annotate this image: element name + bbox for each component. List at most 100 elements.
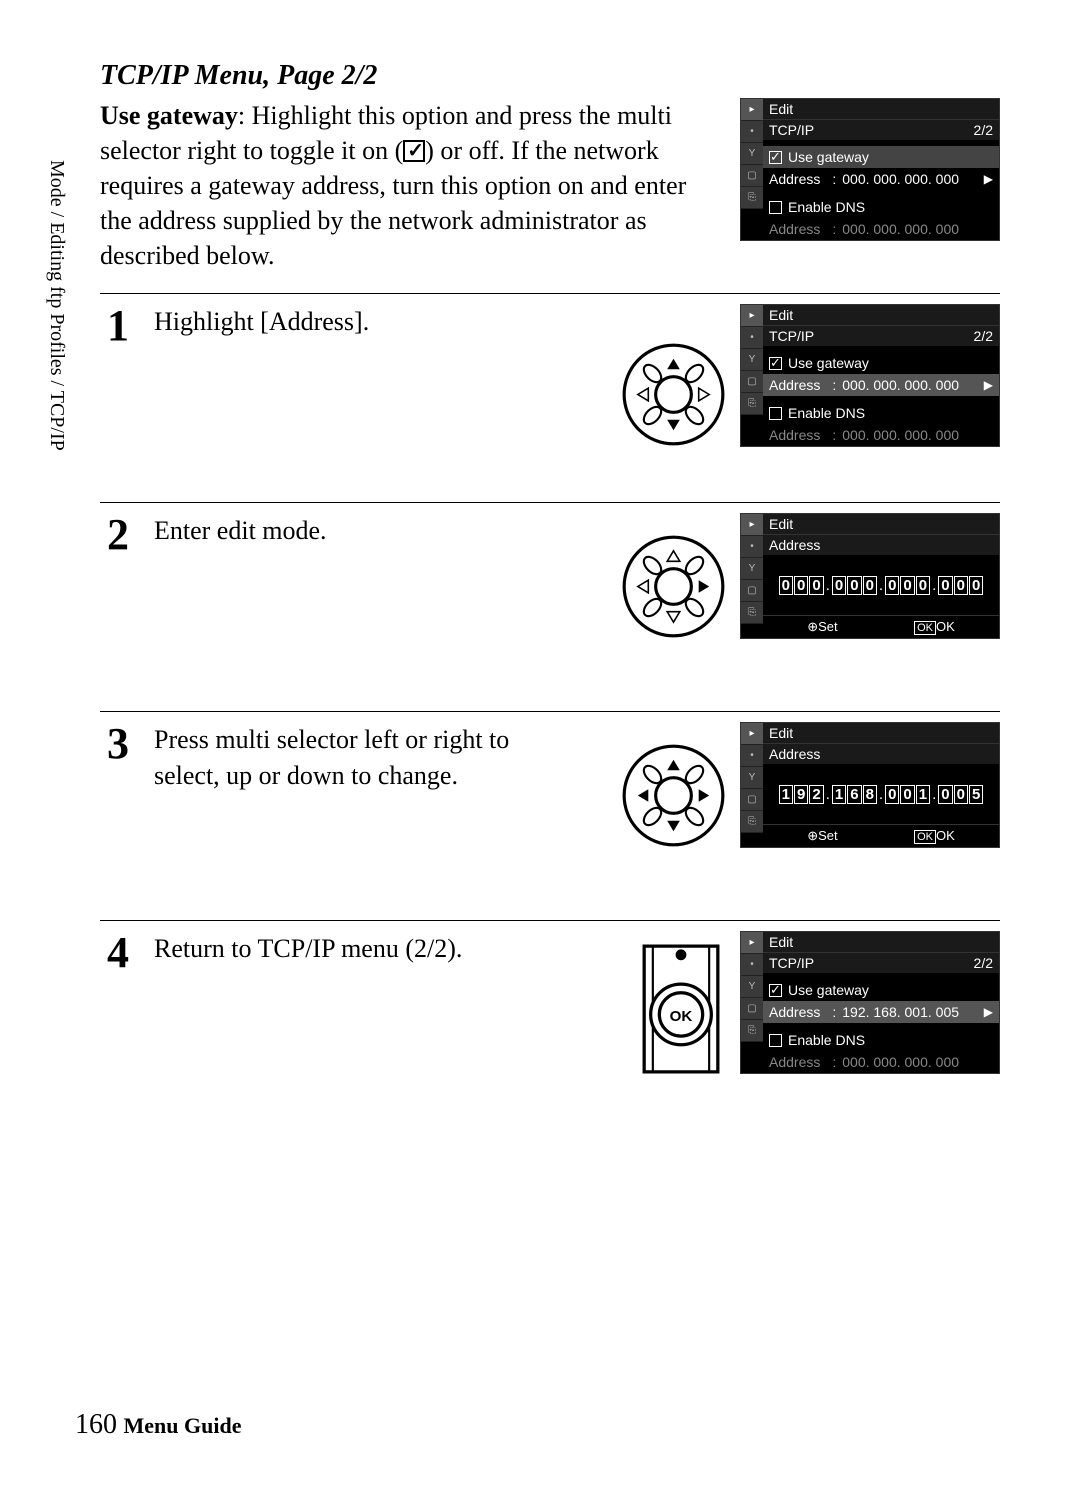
lcd-tab-icon: ▸ bbox=[741, 932, 763, 954]
step-number: 4 bbox=[100, 931, 136, 975]
lcd-edit-label: Edit bbox=[769, 307, 793, 323]
lcd-tab-icon: • bbox=[741, 121, 763, 143]
divider bbox=[100, 711, 1000, 712]
lcd-use-gateway: Use gateway bbox=[788, 982, 869, 998]
chevron-right-icon: ▶ bbox=[984, 378, 993, 392]
lcd-tab-icon: ⎘ bbox=[741, 811, 763, 833]
ip-digit: 0 bbox=[900, 785, 914, 804]
ip-digit: 6 bbox=[847, 785, 861, 804]
side-breadcrumb: Mode / Editing ftp Profiles / TCP/IP bbox=[45, 160, 68, 451]
checkbox-checked-icon bbox=[769, 357, 782, 370]
page-footer: 160 Menu Guide bbox=[75, 1409, 241, 1441]
lcd-tcpip-label: TCP/IP bbox=[769, 328, 814, 344]
lcd-tab-icon: ▸ bbox=[741, 514, 763, 536]
ip-digit: 1 bbox=[779, 785, 793, 804]
lcd-tcpip-label: TCP/IP bbox=[769, 955, 814, 971]
ip-digit: 5 bbox=[969, 785, 983, 804]
lcd-tab-icon: • bbox=[741, 954, 763, 976]
lcd-address-editor: 000. 000. 000. 000 bbox=[763, 555, 999, 615]
lcd-edit-label: Edit bbox=[769, 725, 793, 741]
multi-selector-all-icon bbox=[621, 743, 726, 848]
lcd-set-label: ⊕Set bbox=[807, 828, 837, 844]
lcd-address-label-dim: Address bbox=[769, 221, 820, 237]
lcd-address-heading: Address bbox=[769, 746, 820, 762]
lcd-address-value: 192. 168. 001. 005 bbox=[842, 1004, 959, 1020]
checkbox-checked-icon bbox=[769, 151, 782, 164]
ip-digit: 0 bbox=[794, 576, 808, 595]
checkbox-icon bbox=[403, 140, 425, 162]
lcd-screen-step4: ▸ • Y ▢ ⎘ Edit TCP/IP2/2 Use gateway Add… bbox=[740, 931, 1000, 1074]
lcd-tab-icon: ▸ bbox=[741, 99, 763, 121]
lcd-tab-icon: ⎘ bbox=[741, 602, 763, 624]
lcd-tab-icon: Y bbox=[741, 767, 763, 789]
lcd-address-value-dim: 000. 000. 000. 000 bbox=[842, 427, 959, 443]
lcd-page-label: 2/2 bbox=[974, 328, 993, 344]
step-2: 2 Enter edit mode. ▸ bbox=[100, 513, 1000, 703]
page-number: 160 bbox=[75, 1409, 117, 1440]
lcd-address-label-dim: Address bbox=[769, 427, 820, 443]
lcd-tab-icon: • bbox=[741, 327, 763, 349]
lcd-page-label: 2/2 bbox=[974, 122, 993, 138]
lcd-use-gateway: Use gateway bbox=[788, 149, 869, 165]
lcd-tab-icon: ▢ bbox=[741, 165, 763, 187]
lcd-enable-dns: Enable DNS bbox=[788, 199, 865, 215]
step-text: Return to TCP/IP menu (2/2). bbox=[154, 931, 544, 966]
lcd-ok-label: OKOK bbox=[914, 619, 955, 635]
lcd-tab-icon: Y bbox=[741, 976, 763, 998]
ip-digit: 0 bbox=[954, 785, 968, 804]
lcd-enable-dns: Enable DNS bbox=[788, 1032, 865, 1048]
lcd-address-label: Address bbox=[769, 1004, 820, 1020]
lcd-tab-icon: ▢ bbox=[741, 580, 763, 602]
checkbox-empty-icon bbox=[769, 407, 782, 420]
ip-digit: 2 bbox=[809, 785, 823, 804]
lcd-address-editor: 192. 168. 001. 005 bbox=[763, 764, 999, 824]
divider bbox=[100, 920, 1000, 921]
lcd-tab-icon: ▢ bbox=[741, 789, 763, 811]
ok-button-icon: OK bbox=[636, 944, 726, 1074]
lcd-address-label: Address bbox=[769, 171, 820, 187]
step-text: Highlight [Address]. bbox=[154, 304, 544, 339]
ip-digit: 0 bbox=[809, 576, 823, 595]
lcd-page-label: 2/2 bbox=[974, 955, 993, 971]
multi-selector-down-icon bbox=[621, 342, 726, 447]
lcd-ok-label: OKOK bbox=[914, 828, 955, 844]
checkbox-checked-icon bbox=[769, 984, 782, 997]
ip-digit: 9 bbox=[794, 785, 808, 804]
ip-digit: 0 bbox=[779, 576, 793, 595]
step-4: 4 Return to TCP/IP menu (2/2). OK ▸ • Y bbox=[100, 931, 1000, 1121]
ip-digit: 0 bbox=[900, 576, 914, 595]
lcd-use-gateway: Use gateway bbox=[788, 355, 869, 371]
lcd-set-label: ⊕Set bbox=[807, 619, 837, 635]
step-number: 2 bbox=[100, 513, 136, 557]
lcd-screen-step1: ▸ • Y ▢ ⎘ Edit TCP/IP2/2 Use gateway Add… bbox=[740, 304, 1000, 447]
ip-digit: 0 bbox=[916, 576, 930, 595]
ip-digit: 8 bbox=[863, 785, 877, 804]
lcd-address-label: Address bbox=[769, 377, 820, 393]
lcd-address-value: 000. 000. 000. 000 bbox=[842, 377, 959, 393]
step-number: 3 bbox=[100, 722, 136, 766]
section-title: TCP/IP Menu, Page 2/2 bbox=[100, 60, 1000, 92]
multi-selector-right-icon bbox=[621, 534, 726, 639]
lcd-screen-intro: ▸ • Y ▢ ⎘ Edit TCP/IP2/2 Use gateway Add… bbox=[740, 98, 1000, 241]
svg-text:OK: OK bbox=[670, 1008, 693, 1025]
step-3: 3 Press multi selector left or right to … bbox=[100, 722, 1000, 912]
chevron-right-icon: ▶ bbox=[984, 1005, 993, 1019]
lcd-tab-icon: ⎘ bbox=[741, 187, 763, 209]
lcd-edit-label: Edit bbox=[769, 516, 793, 532]
lcd-address-value: 000. 000. 000. 000 bbox=[842, 171, 959, 187]
step-number: 1 bbox=[100, 304, 136, 348]
ip-digit: 0 bbox=[938, 785, 952, 804]
ip-digit: 0 bbox=[832, 576, 846, 595]
lcd-tab-icon: Y bbox=[741, 349, 763, 371]
intro-bold: Use gateway bbox=[100, 101, 238, 130]
lcd-tab-icon: ⎘ bbox=[741, 1020, 763, 1042]
lcd-edit-label: Edit bbox=[769, 934, 793, 950]
lcd-address-value-dim: 000. 000. 000. 000 bbox=[842, 221, 959, 237]
lcd-tab-icon: Y bbox=[741, 143, 763, 165]
lcd-tab-icon: Y bbox=[741, 558, 763, 580]
ip-digit: 0 bbox=[885, 576, 899, 595]
ip-digit: 0 bbox=[938, 576, 952, 595]
lcd-enable-dns: Enable DNS bbox=[788, 405, 865, 421]
divider bbox=[100, 293, 1000, 294]
intro-paragraph: Use gateway: Highlight this option and p… bbox=[100, 98, 720, 273]
